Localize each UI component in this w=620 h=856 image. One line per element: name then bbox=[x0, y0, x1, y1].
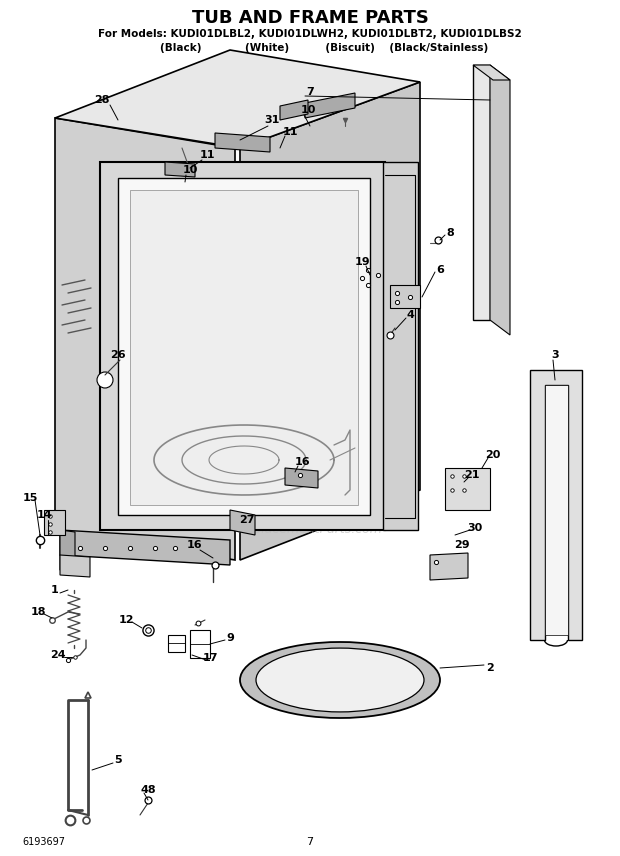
Text: 1: 1 bbox=[51, 585, 59, 595]
Text: 10: 10 bbox=[300, 105, 316, 115]
Text: 7: 7 bbox=[306, 837, 314, 847]
Polygon shape bbox=[390, 285, 420, 308]
Text: ReplacementParts.com: ReplacementParts.com bbox=[237, 524, 383, 537]
Text: 31: 31 bbox=[264, 115, 280, 125]
Text: 30: 30 bbox=[467, 523, 482, 533]
Text: 15: 15 bbox=[22, 493, 38, 503]
Text: 7: 7 bbox=[306, 87, 314, 97]
Polygon shape bbox=[285, 468, 318, 488]
Text: 2: 2 bbox=[486, 663, 494, 673]
Text: 10: 10 bbox=[182, 165, 198, 175]
Text: 6: 6 bbox=[436, 265, 444, 275]
Text: 29: 29 bbox=[454, 540, 470, 550]
Polygon shape bbox=[473, 65, 490, 320]
Text: 20: 20 bbox=[485, 450, 501, 460]
Text: 11: 11 bbox=[199, 150, 215, 160]
Polygon shape bbox=[44, 510, 65, 535]
Polygon shape bbox=[165, 162, 195, 177]
Polygon shape bbox=[215, 133, 270, 152]
Text: 12: 12 bbox=[118, 615, 134, 625]
Polygon shape bbox=[530, 370, 582, 640]
Polygon shape bbox=[118, 178, 370, 515]
Polygon shape bbox=[490, 65, 510, 335]
Polygon shape bbox=[280, 100, 308, 120]
Text: 11: 11 bbox=[282, 127, 298, 137]
Text: 28: 28 bbox=[94, 95, 110, 105]
Ellipse shape bbox=[240, 642, 440, 718]
Polygon shape bbox=[55, 50, 420, 148]
Text: 19: 19 bbox=[354, 257, 370, 267]
Polygon shape bbox=[168, 635, 185, 652]
Text: 18: 18 bbox=[30, 607, 46, 617]
Polygon shape bbox=[60, 530, 230, 565]
Polygon shape bbox=[545, 385, 568, 635]
Text: 26: 26 bbox=[110, 350, 126, 360]
Text: (Black)            (White)          (Biscuit)    (Black/Stainless): (Black) (White) (Biscuit) (Black/Stainle… bbox=[131, 43, 489, 53]
Text: 21: 21 bbox=[464, 470, 480, 480]
Text: 3: 3 bbox=[551, 350, 559, 360]
Text: 6193697: 6193697 bbox=[22, 837, 65, 847]
Polygon shape bbox=[130, 190, 358, 505]
Text: 8: 8 bbox=[446, 228, 454, 238]
Text: 17: 17 bbox=[202, 653, 218, 663]
Text: 27: 27 bbox=[239, 515, 255, 525]
Text: 14: 14 bbox=[37, 510, 53, 520]
Ellipse shape bbox=[256, 648, 424, 712]
Text: 48: 48 bbox=[140, 785, 156, 795]
Polygon shape bbox=[305, 93, 355, 118]
Polygon shape bbox=[60, 530, 75, 572]
Polygon shape bbox=[55, 118, 235, 560]
Text: 24: 24 bbox=[50, 650, 66, 660]
Text: 16: 16 bbox=[187, 540, 203, 550]
Text: TUB AND FRAME PARTS: TUB AND FRAME PARTS bbox=[192, 9, 428, 27]
Polygon shape bbox=[100, 162, 385, 530]
Text: 16: 16 bbox=[294, 457, 310, 467]
Text: 4: 4 bbox=[406, 310, 414, 320]
Text: For Models: KUDI01DLBL2, KUDI01DLWH2, KUDI01DLBT2, KUDI01DLBS2: For Models: KUDI01DLBL2, KUDI01DLWH2, KU… bbox=[98, 29, 522, 39]
Text: 5: 5 bbox=[114, 755, 122, 765]
Polygon shape bbox=[230, 510, 255, 535]
Text: 9: 9 bbox=[226, 633, 234, 643]
Polygon shape bbox=[240, 82, 420, 560]
Polygon shape bbox=[445, 468, 490, 510]
Polygon shape bbox=[473, 65, 510, 80]
Polygon shape bbox=[60, 555, 90, 577]
Polygon shape bbox=[430, 553, 468, 580]
Polygon shape bbox=[383, 162, 418, 530]
Circle shape bbox=[97, 372, 113, 388]
Polygon shape bbox=[190, 630, 210, 658]
